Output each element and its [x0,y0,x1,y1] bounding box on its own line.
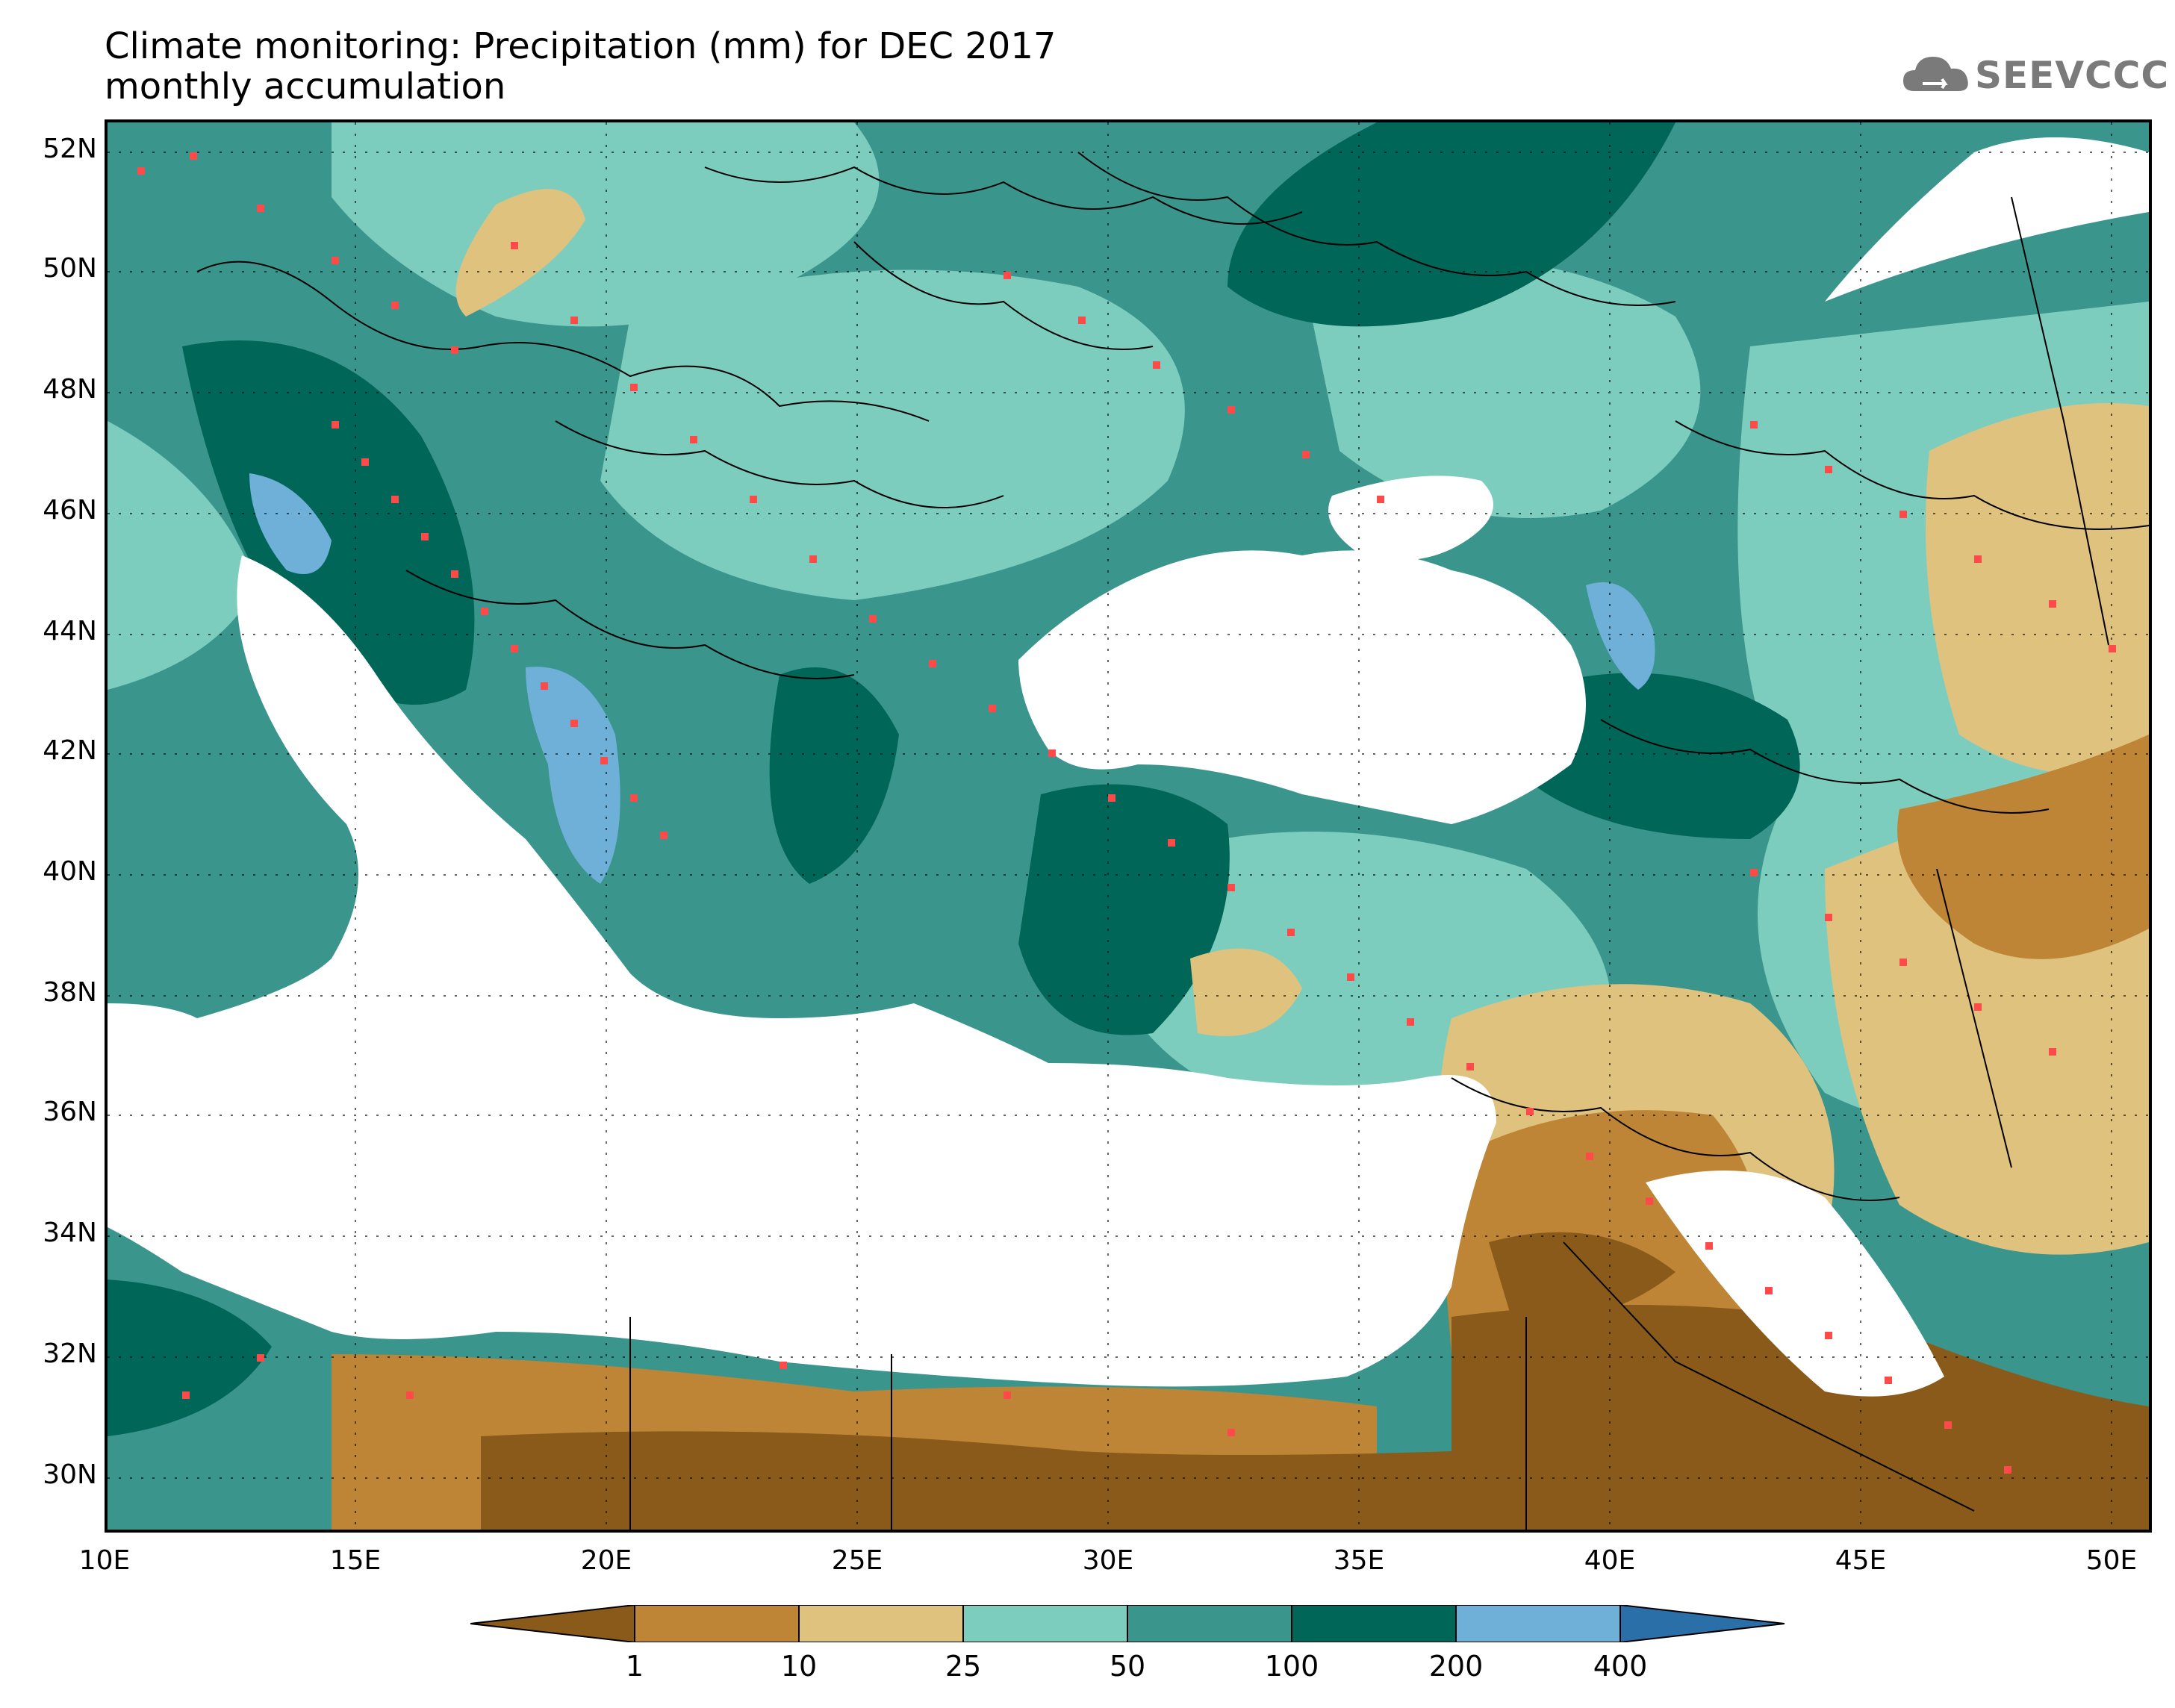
colorbar-label-400: 400 [1593,1650,1648,1683]
lat-label-30n: 30N [43,1459,97,1490]
lat-label-46n: 46N [43,495,97,526]
colorbar-label-1: 1 [625,1650,644,1683]
map-canvas [108,122,2149,1530]
logo-text: SEEVCCC [1975,54,2170,97]
colorbar-swatches [470,1603,1785,1644]
lon-label-35e: 35E [1333,1545,1385,1576]
lat-label-38n: 38N [43,977,97,1008]
lat-label-40n: 40N [43,856,97,887]
lat-label-52n: 52N [43,134,97,164]
colorbar-label-25: 25 [945,1650,982,1683]
lon-label-40e: 40E [1584,1545,1636,1576]
lon-label-45e: 45E [1835,1545,1887,1576]
lat-label-34n: 34N [43,1218,97,1248]
precipitation-map [105,119,2152,1533]
colorbar-label-50: 50 [1109,1650,1146,1683]
colorbar-label-10: 10 [780,1650,818,1683]
lat-label-44n: 44N [43,616,97,646]
map-subtitle: monthly accumulation [105,66,506,107]
colorbar-label-200: 200 [1428,1650,1484,1683]
lon-label-30e: 30E [1082,1545,1134,1576]
colorbar [470,1603,1785,1644]
lon-label-25e: 25E [831,1545,883,1576]
lat-label-48n: 48N [43,374,97,405]
map-title: Climate monitoring: Precipitation (mm) f… [105,25,1057,67]
lon-label-50e: 50E [2085,1545,2138,1576]
lat-label-50n: 50N [43,253,97,284]
lon-label-10e: 10E [78,1545,131,1576]
colorbar-label-100: 100 [1264,1650,1319,1683]
seevccc-logo: SEEVCCC [1900,45,2168,105]
lon-label-15e: 15E [329,1545,382,1576]
lat-label-42n: 42N [43,735,97,766]
cloud-icon [1903,57,1968,91]
lat-label-32n: 32N [43,1338,97,1369]
lon-label-20e: 20E [580,1545,632,1576]
lat-label-36n: 36N [43,1097,97,1127]
